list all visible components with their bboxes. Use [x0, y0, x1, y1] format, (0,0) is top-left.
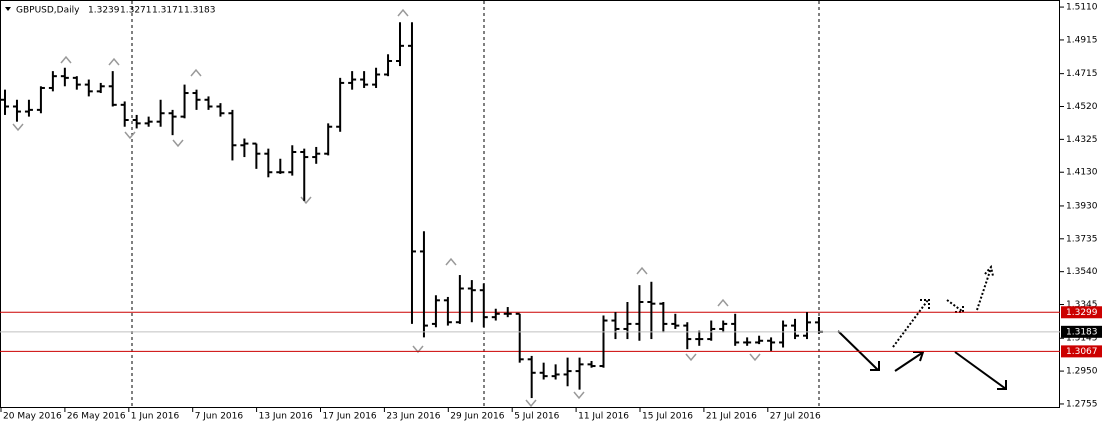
fractal-down [412, 345, 424, 354]
header-high: 1.3271 [120, 6, 152, 16]
fractal-down [124, 131, 136, 140]
chart-title: GBPUSD,Daily [16, 6, 80, 16]
x-tick-label: 1 Jun 2016 [131, 412, 180, 422]
fractal-up [445, 257, 457, 266]
x-tick-label: 20 May 2016 [3, 412, 62, 422]
level-label: 1.3299 [1066, 308, 1098, 318]
fractal-down [300, 196, 312, 205]
y-tick-label: 1.3930 [1066, 201, 1098, 211]
current-price-box [1061, 325, 1102, 338]
fractal-up [60, 55, 72, 64]
y-tick-label: 1.4130 [1066, 168, 1098, 178]
level-label: 1.3067 [1066, 347, 1098, 357]
x-tick-label: 5 Jul 2016 [514, 412, 559, 422]
arrow [837, 330, 880, 371]
menu-triangle[interactable] [5, 7, 11, 11]
arrow [894, 351, 925, 372]
x-tick-label: 15 Jul 2016 [642, 412, 693, 422]
header-low: 1.3171 [152, 6, 184, 16]
plot-frame [0, 0, 1060, 408]
fractal-up [717, 298, 729, 307]
fractal-up [397, 8, 409, 17]
fractal-down [525, 399, 537, 408]
header-open: 1.3239 [88, 6, 120, 16]
forecast-arrows [837, 264, 1007, 390]
y-tick-label: 1.2755 [1066, 399, 1098, 409]
x-tick-label: 27 Jul 2016 [770, 412, 821, 422]
y-tick-label: 1.3345 [1066, 300, 1098, 310]
fractal-down [573, 391, 585, 400]
y-tick-label: 1.3540 [1066, 267, 1098, 277]
fractal-markers [12, 8, 761, 408]
y-tick-label: 1.3145 [1066, 334, 1098, 344]
y-tick-label: 1.4715 [1066, 69, 1098, 79]
header-close: 1.3183 [184, 6, 216, 16]
fractal-up [190, 68, 202, 77]
y-tick-label: 1.5110 [1066, 3, 1098, 13]
x-tick-label: 23 Jun 2016 [386, 412, 440, 422]
current-price-label: 1.3183 [1066, 327, 1098, 337]
level-label-box [1061, 345, 1102, 358]
x-tick-label: 17 Jun 2016 [323, 412, 377, 422]
level-label-box [1061, 306, 1102, 319]
x-tick-label: 21 Jul 2016 [706, 412, 757, 422]
x-tick-label: 29 Jun 2016 [450, 412, 504, 422]
fractal-down [685, 353, 697, 362]
fractal-down [749, 353, 761, 362]
y-tick-label: 1.3735 [1066, 234, 1098, 244]
arrow [892, 299, 930, 348]
x-tick-label: 13 Jun 2016 [259, 412, 313, 422]
x-tick-label: 26 May 2016 [67, 412, 126, 422]
x-tick-label: 11 Jul 2016 [578, 412, 629, 422]
fractal-up [636, 266, 648, 275]
fractal-down [12, 123, 24, 132]
fractal-up [108, 57, 120, 66]
arrow [954, 351, 1007, 390]
y-tick-label: 1.2950 [1066, 367, 1098, 377]
y-tick-label: 1.4520 [1066, 102, 1098, 112]
y-tick-label: 1.4915 [1066, 35, 1098, 45]
arrow [976, 264, 994, 311]
x-tick-label: 7 Jun 2016 [195, 412, 244, 422]
y-tick-label: 1.4325 [1066, 135, 1098, 145]
fractal-down [172, 139, 184, 148]
